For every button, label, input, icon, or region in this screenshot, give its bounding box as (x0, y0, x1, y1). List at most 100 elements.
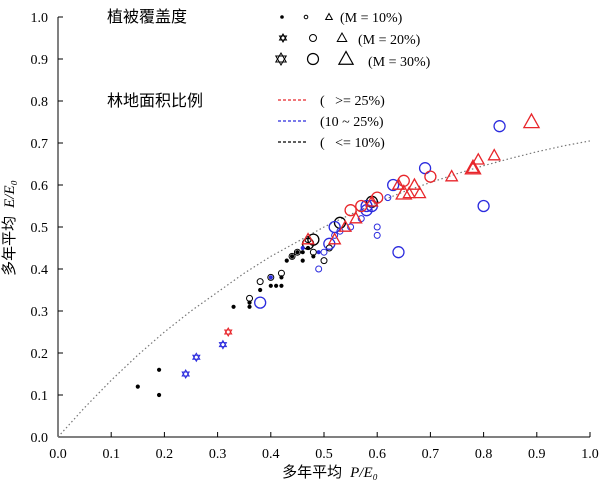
x-axis-title: 多年平均 P/E₀ (282, 463, 378, 481)
data-point (289, 254, 295, 259)
data-point (349, 211, 363, 224)
legend-star-marker-b (278, 35, 288, 43)
y-tick-label: 0.5 (31, 221, 49, 236)
data-point-b (181, 371, 191, 379)
data-point (471, 152, 486, 165)
legend-coverage-label-2: (M = 20%) (358, 33, 421, 48)
legend-large-circle-marker (306, 52, 320, 66)
data-point (279, 283, 284, 288)
legend-forest-label-low: ( <= 10%) (320, 136, 385, 151)
x-tick-label: 0.3 (209, 447, 227, 462)
data-point (320, 257, 328, 265)
data-point (267, 273, 275, 281)
data-point (444, 169, 459, 182)
data-point (365, 194, 379, 207)
data-point (300, 245, 305, 251)
data-point (256, 278, 264, 286)
x-axis-title-var: P/E₀ (349, 465, 378, 481)
data-point-b (191, 354, 201, 363)
legend-forest: 林地面积比例 ( >= 25%) (10 ~ 25%) ( <= 10%) (107, 91, 385, 151)
data-point (135, 384, 140, 389)
data-point (522, 112, 541, 129)
data-point (344, 204, 357, 217)
legend-large-triangle-marker (337, 50, 355, 65)
reference-curve (57, 140, 591, 438)
data-point (395, 184, 413, 200)
data-point (309, 248, 317, 256)
data-point (231, 304, 236, 309)
data-point (300, 258, 305, 263)
data-point (402, 186, 416, 199)
data-point (384, 194, 392, 202)
tick-labels: 0.0 0.1 0.2 0.3 0.4 0.5 0.6 0.7 0.8 0.9 1.0 0.0 0.1 0… (31, 11, 599, 462)
x-axis-title-cn: 多年平均 (282, 463, 342, 481)
data-point (274, 283, 279, 288)
data-point (316, 250, 321, 255)
x-tick-label: 1.0 (581, 447, 599, 462)
legend-large-star-marker-b (274, 55, 288, 66)
legend-small-circle-marker (303, 14, 309, 20)
data-point (424, 170, 437, 183)
data-point (464, 158, 482, 175)
legend-medium-triangle-marker (336, 31, 348, 42)
data-point (191, 352, 201, 360)
data-point (391, 177, 406, 190)
data-points (135, 112, 541, 398)
legend-dot-marker (280, 15, 284, 19)
legend-large-star-marker (274, 52, 288, 63)
data-point (392, 246, 405, 259)
data-point (268, 283, 273, 288)
data-point (320, 248, 328, 256)
legend-forest-title: 林地面积比例 (107, 91, 203, 110)
data-point (254, 296, 267, 309)
data-point-b (223, 329, 233, 337)
y-axis-title-cn: 多年平均 (0, 216, 18, 276)
data-point (223, 327, 233, 335)
y-tick-label: 0.9 (31, 53, 49, 68)
legend-small-triangle-marker (324, 12, 334, 20)
y-tick-label: 0.6 (31, 179, 49, 194)
x-tick-label: 0.5 (315, 447, 333, 462)
data-point (277, 269, 285, 277)
legend-forest-label-mid: (10 ~ 25%) (320, 115, 384, 130)
data-point (387, 178, 400, 192)
data-point (327, 232, 342, 245)
data-point (218, 339, 228, 348)
data-point (246, 294, 254, 302)
data-point (412, 186, 427, 199)
y-tick-label: 1.0 (31, 11, 49, 26)
x-tick-label: 0.7 (422, 447, 440, 462)
legend-coverage: 植被覆盖度 (M = 10%) (M = 20%) (M = 30%) (107, 7, 431, 70)
y-axis-title: 多年平均 E/E₀ (0, 180, 18, 276)
data-point (487, 148, 502, 161)
data-point (338, 219, 353, 232)
x-tick-label: 0.0 (49, 447, 67, 462)
data-point (373, 231, 381, 239)
data-point (295, 250, 300, 255)
data-point (300, 250, 305, 255)
data-point (373, 223, 381, 231)
y-tick-label: 0.3 (31, 305, 49, 320)
data-point (301, 232, 315, 245)
legend-star-marker (278, 33, 288, 41)
data-point (268, 275, 273, 280)
y-tick-label: 0.0 (31, 431, 49, 446)
legend-medium-circle-marker (309, 34, 317, 42)
y-tick-label: 0.2 (31, 347, 49, 362)
data-point (288, 252, 296, 260)
data-point (258, 287, 263, 293)
y-tick-label: 0.4 (31, 263, 49, 278)
data-point (181, 369, 191, 377)
data-point (156, 392, 162, 398)
data-point (284, 258, 289, 263)
data-point (493, 120, 506, 133)
x-tick-label: 0.2 (156, 447, 174, 462)
data-point (371, 191, 384, 204)
y-tick-label: 0.8 (31, 95, 49, 110)
x-tick-label: 0.4 (262, 447, 280, 462)
data-point-b (218, 342, 228, 350)
data-point (293, 248, 301, 256)
legend-forest-label-high: ( >= 25%) (320, 94, 385, 109)
